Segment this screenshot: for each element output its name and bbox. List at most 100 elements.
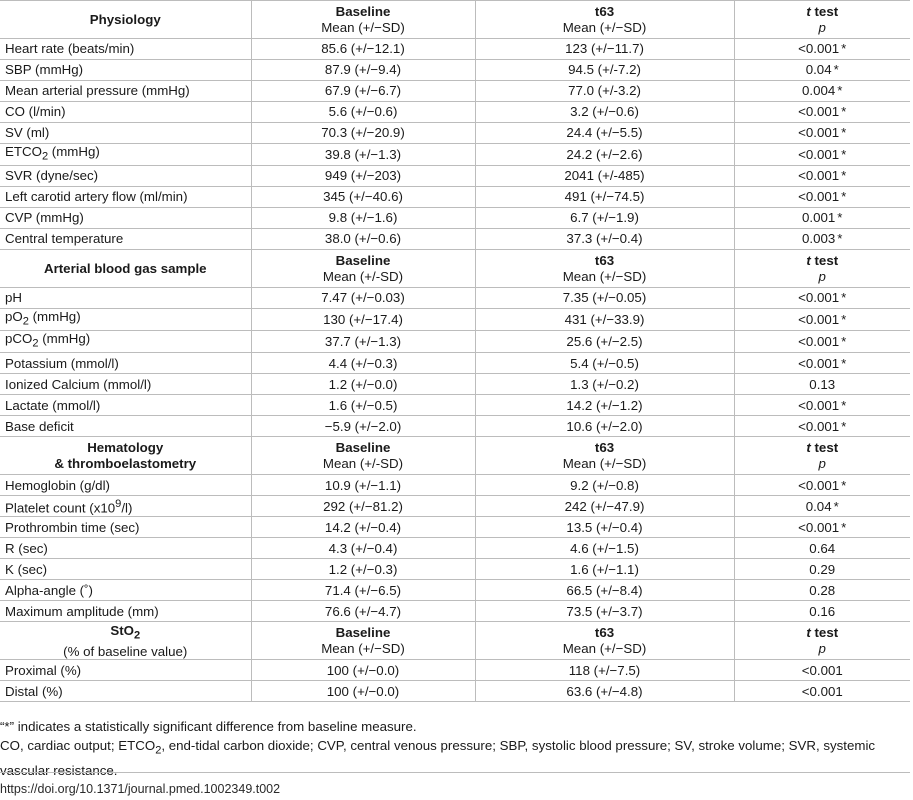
measure-name-tail: (mmHg) xyxy=(28,309,81,325)
measure-name-text: K (sec) xyxy=(5,561,48,577)
t63-header-sub: Mean (+/−SD) xyxy=(562,268,647,284)
p-value: 0.04 * xyxy=(733,59,910,81)
table-row: Base deficit −5.9 (+/−2.0) 10.6 (+/−2.0) <0… xyxy=(0,415,910,438)
significance-marker: * xyxy=(841,355,847,371)
t63-value: 123 (+/−11.7) xyxy=(474,38,735,60)
measure-name: Mean arterial pressure (mmHg) xyxy=(0,80,252,102)
baseline-header-label: Baseline xyxy=(335,440,391,456)
t63-header-sub: Mean (+/−SD) xyxy=(562,640,647,656)
measure-name: K (sec) xyxy=(0,558,252,581)
measure-name: Left carotid artery flow (ml/min) xyxy=(0,186,252,209)
baseline-value: 76.6 (+/−4.7) xyxy=(250,600,476,623)
ttest-header-rest: test xyxy=(810,625,839,641)
p-value-text: 0.001 xyxy=(802,210,836,226)
t63-value: 25.6 (+/−2.5) xyxy=(474,330,735,354)
ttest-header-italic: t xyxy=(806,625,811,641)
significance-marker: * xyxy=(841,189,847,205)
measure-name: Proximal (%) xyxy=(0,659,252,682)
measure-name-text: CVP (mmHg) xyxy=(5,210,84,226)
measure-name-text: Distal (%) xyxy=(5,683,63,699)
doi-link[interactable]: https://doi.org/10.1371/journal.pmed.100… xyxy=(0,782,281,796)
p-value-text: 0.64 xyxy=(809,540,836,556)
p-value: <0.001 * xyxy=(733,38,910,60)
section-title-line-wrap: StO2 xyxy=(5,623,246,644)
measure-name: Hemoglobin (g/dl) xyxy=(0,474,252,497)
baseline-value: 949 (+/−203) xyxy=(250,165,476,188)
t63-value: 24.2 (+/−2.6) xyxy=(474,142,735,167)
baseline-value: 87.9 (+/−9.4) xyxy=(250,59,476,81)
table-row: Alpha-angle (˚) 71.4 (+/−6.5) 66.5 (+/−8.4… xyxy=(0,579,910,602)
p-value: <0.001 xyxy=(733,680,910,703)
table-row: Mean arterial pressure (mmHg) 67.9 (+/−6.… xyxy=(0,80,910,102)
table-row: ETCO2 (mmHg) 39.8 (+/−1.3) 24.2 (+/−2.6) <0… xyxy=(0,142,910,167)
abbreviations-note: CO, cardiac output; ETCO2, end-tidal car… xyxy=(0,736,910,780)
t63-header-label: t63 xyxy=(594,253,615,269)
significance-marker: * xyxy=(833,498,839,514)
table-row: Platelet count (x109/l) 292 (+/−81.2) 242 … xyxy=(0,495,910,518)
table-row: pH 7.47 (+/−0.03) 7.35 (+/−0.05) <0.001 * xyxy=(0,287,910,310)
p-value: 0.13 xyxy=(733,373,910,396)
measure-name: Central temperature xyxy=(0,228,252,251)
p-value: <0.001 * xyxy=(733,101,910,123)
baseline-header-sub: Mean (+/-SD) xyxy=(322,455,404,471)
baseline-value: 85.6 (+/−12.1) xyxy=(250,38,476,60)
baseline-header-sub: Mean (+/−SD) xyxy=(321,640,405,656)
t63-value: 9.2 (+/−0.8) xyxy=(474,474,735,497)
p-value-text: 0.04 xyxy=(805,62,832,78)
table-row: Left carotid artery flow (ml/min) 345 (+/… xyxy=(0,186,910,209)
t63-value: 4.6 (+/−1.5) xyxy=(474,537,735,560)
ttest-header-label: t test xyxy=(740,4,906,20)
measure-name-text: Maximum amplitude (mm) xyxy=(5,603,159,619)
p-value: <0.001 * xyxy=(733,142,910,167)
baseline-column-header: Baseline Mean (+/−SD) xyxy=(250,0,476,39)
t63-value: 37.3 (+/−0.4) xyxy=(474,228,735,251)
ttest-header-italic: t xyxy=(806,4,811,19)
t63-value: 73.5 (+/−3.7) xyxy=(474,600,735,623)
baseline-header-sub: Mean (+/−SD) xyxy=(321,19,405,35)
measure-name-tail: (mmHg) xyxy=(38,331,91,347)
table-row: R (sec) 4.3 (+/−0.4) 4.6 (+/−1.5) 0.64 xyxy=(0,537,910,560)
p-value: <0.001 xyxy=(733,659,910,682)
table-row: K (sec) 1.2 (+/−0.3) 1.6 (+/−1.1) 0.29 xyxy=(0,558,910,581)
significance-marker: * xyxy=(841,104,847,120)
ttest-header-label: t test xyxy=(740,625,906,641)
section-title-line: & thromboelastometry xyxy=(54,455,197,471)
ttest-header-sub: p xyxy=(818,455,826,471)
measure-name: ETCO2 (mmHg) xyxy=(0,142,252,167)
baseline-value: 1.6 (+/−0.5) xyxy=(250,394,476,417)
t63-value: 1.3 (+/−0.2) xyxy=(474,373,735,396)
ttest-header-sub: p xyxy=(818,640,826,656)
measure-name-text: Proximal (%) xyxy=(5,662,82,678)
ttest-header-italic: t xyxy=(806,440,811,456)
baseline-value: 4.4 (+/−0.3) xyxy=(250,352,476,375)
section-title-line: StO xyxy=(110,622,134,638)
measure-name: Base deficit xyxy=(0,415,252,438)
baseline-value: 10.9 (+/−1.1) xyxy=(250,474,476,497)
p-value: <0.001 * xyxy=(733,287,910,310)
measure-name: SBP (mmHg) xyxy=(0,59,252,81)
baseline-value: 292 (+/−81.2) xyxy=(250,495,476,518)
baseline-value: 37.7 (+/−1.3) xyxy=(250,330,476,354)
section-title-line: Arterial blood gas sample xyxy=(43,260,207,276)
measure-name: Heart rate (beats/min) xyxy=(0,38,252,60)
baseline-value: 100 (+/−0.0) xyxy=(250,680,476,703)
table-row: Maximum amplitude (mm) 76.6 (+/−4.7) 73.5 … xyxy=(0,600,910,623)
p-value-text: 0.16 xyxy=(809,603,836,619)
p-value: <0.001 * xyxy=(733,474,910,497)
measure-name-text: pH xyxy=(5,290,22,306)
table-row: Hemoglobin (g/dl) 10.9 (+/−1.1) 9.2 (+/−0.… xyxy=(0,474,910,497)
t63-value: 77.0 (+/-3.2) xyxy=(474,80,735,102)
baseline-value: 7.47 (+/−0.03) xyxy=(250,287,476,310)
measure-name-text: SVR (dyne/sec) xyxy=(5,168,99,184)
p-value-text: <0.001 xyxy=(801,662,843,678)
significance-note: “*” indicates a statistically significan… xyxy=(0,719,417,734)
baseline-value: 100 (+/−0.0) xyxy=(250,659,476,682)
measure-name: R (sec) xyxy=(0,537,252,560)
baseline-value: 14.2 (+/−0.4) xyxy=(250,516,476,539)
measure-name: SVR (dyne/sec) xyxy=(0,165,252,188)
baseline-value: 1.2 (+/−0.3) xyxy=(250,558,476,581)
measure-name-text: Platelet count (x10 xyxy=(5,500,116,516)
p-value-text: <0.001 xyxy=(798,168,840,184)
p-value: <0.001 * xyxy=(733,308,910,332)
